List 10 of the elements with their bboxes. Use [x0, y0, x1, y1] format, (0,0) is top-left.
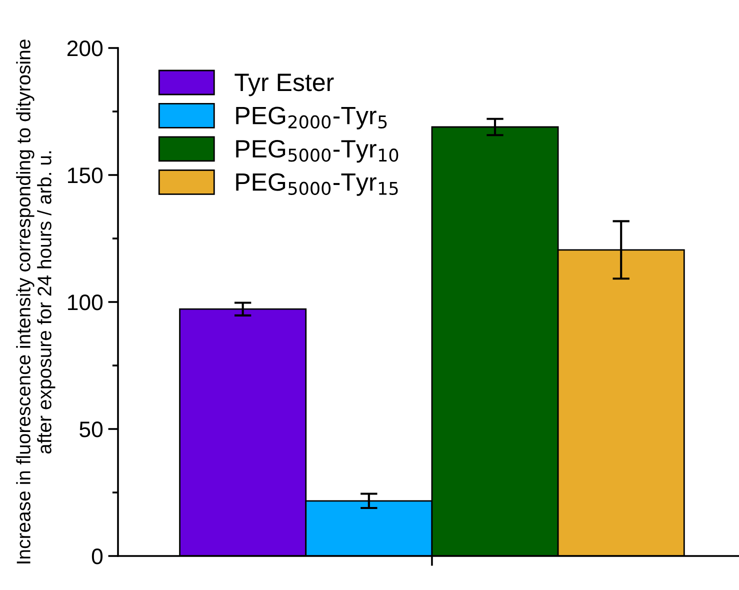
legend-label: PEG$_{5000}$-Tyr$_{15}$: [236, 173, 398, 196]
legend-label: Tyr Ester: [234, 74, 334, 96]
y-tick-label: 0: [92, 548, 103, 564]
y-axis-title: Increase in fluorescence intensity corresponding to dityrosine after exposure for 24 hours / arb. u.: [16, 40, 56, 564]
legend-label: PEG$_{5000}$-Tyr$_{10}$: [236, 140, 398, 163]
y-tick-label: 100: [68, 294, 103, 310]
y-tick-label: 150: [68, 168, 103, 184]
y-tick-label: 200: [67, 40, 103, 56]
y-tick-label: 50: [80, 422, 103, 438]
legend-label: PEG$_{2000}$-Tyr$_{5}$: [236, 106, 387, 130]
